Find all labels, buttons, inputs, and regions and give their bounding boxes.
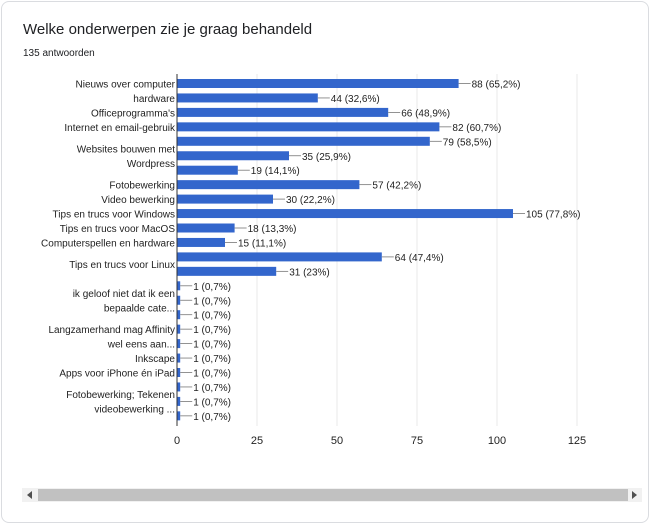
x-tick-label: 50	[331, 435, 343, 447]
scroll-thumb[interactable]	[38, 489, 628, 501]
bar	[177, 368, 181, 377]
bar-value-label: 88 (65,2%)	[472, 80, 521, 91]
category-label: hardware	[133, 94, 175, 105]
bar	[177, 324, 181, 334]
bar	[177, 223, 235, 233]
scroll-left-icon[interactable]	[27, 491, 32, 499]
category-label: Wordpress	[127, 159, 175, 170]
bar-value-label: 64 (47,4%)	[395, 253, 444, 264]
bar-value-label: 66 (48,9%)	[401, 108, 450, 119]
bar-value-label: 1 (0,7%)	[193, 397, 231, 408]
bar-value-label: 57 (42,2%)	[372, 181, 421, 192]
bar	[177, 339, 181, 349]
bar-value-label: 35 (25,9%)	[302, 152, 351, 163]
bar	[177, 79, 459, 88]
bar	[177, 266, 277, 276]
bar	[177, 237, 225, 247]
category-label: Websites bouwen met	[77, 145, 175, 156]
x-tick-label: 0	[174, 435, 180, 447]
bar	[177, 310, 181, 320]
category-label: Apps voor iPhone én iPad	[59, 369, 175, 380]
response-count: 135 antwoorden	[23, 48, 95, 59]
x-tick-label: 25	[251, 435, 263, 447]
bar	[177, 353, 181, 363]
bar-value-label: 1 (0,7%)	[193, 354, 231, 365]
bar-value-label: 1 (0,7%)	[193, 412, 231, 423]
question-title: Welke onderwerpen zie je graag behandeld	[23, 21, 313, 38]
bar-value-label: 31 (23%)	[289, 267, 330, 278]
bar-value-label: 15 (11,1%)	[238, 238, 286, 249]
category-label: Tips en trucs voor Windows	[53, 210, 175, 221]
bar	[177, 382, 181, 392]
category-label: Officeprogramma's	[91, 108, 175, 119]
bar-value-label: 1 (0,7%)	[193, 369, 231, 380]
bar-value-label: 1 (0,7%)	[193, 340, 231, 351]
bar-value-label: 1 (0,7%)	[193, 325, 231, 336]
bar	[177, 252, 382, 262]
bar	[177, 107, 389, 117]
scroll-right-icon[interactable]	[632, 491, 637, 499]
x-tick-label: 125	[568, 435, 586, 447]
bar	[177, 194, 273, 204]
category-label: Video bewerking	[101, 195, 175, 206]
category-label: Fotobewerking; Tekenen	[66, 390, 175, 401]
bar	[177, 122, 440, 132]
bar-value-label: 82 (60,7%)	[452, 123, 501, 134]
bar	[177, 165, 238, 175]
x-tick-label: 100	[488, 435, 506, 447]
x-tick-label: 75	[411, 435, 423, 447]
category-label: Fotobewerking	[109, 181, 175, 192]
category-label: Inkscape	[135, 354, 175, 365]
bar-chart: 0 25 50 75 100 125 88 (65,2%) 44 (32,6%) 66 (48,…	[41, 74, 586, 447]
bar	[177, 136, 430, 146]
bar	[177, 295, 181, 305]
category-label: wel eens aan...	[107, 340, 175, 351]
bar	[177, 93, 318, 103]
bar-value-label: 105 (77,8%)	[526, 210, 580, 221]
bar	[177, 396, 181, 406]
bar-value-label: 44 (32,6%)	[331, 94, 380, 105]
bar	[177, 151, 289, 161]
category-label: Nieuws over computer	[76, 80, 176, 91]
bar-value-label: 19 (14,1%)	[251, 166, 300, 177]
category-label: Langzamerhand mag Affinity	[48, 325, 175, 336]
bar-value-label: 30 (22,2%)	[286, 195, 335, 206]
bar-value-label: 1 (0,7%)	[193, 311, 231, 322]
category-label: videobewerking ...	[94, 405, 175, 416]
bar	[177, 180, 360, 190]
category-label: bepaalde cate...	[104, 303, 175, 314]
bar	[177, 281, 181, 291]
bar-value-label: 1 (0,7%)	[193, 282, 231, 293]
bar-value-label: 1 (0,7%)	[193, 383, 231, 394]
category-label: Tips en trucs voor Linux	[69, 260, 175, 271]
bar-value-label: 1 (0,7%)	[193, 296, 231, 307]
bar	[177, 411, 181, 421]
category-label: ik geloof niet dat ik een	[73, 289, 175, 300]
horizontal-scrollbar[interactable]	[22, 488, 642, 502]
category-label: Internet en email-gebruik	[64, 123, 176, 134]
bar-value-label: 79 (58,5%)	[443, 137, 492, 148]
category-label: Computerspellen en hardware	[41, 238, 175, 249]
category-label: Tips en trucs voor MacOS	[60, 224, 176, 235]
bar	[177, 209, 513, 219]
bar-value-label: 18 (13,3%)	[248, 224, 297, 235]
